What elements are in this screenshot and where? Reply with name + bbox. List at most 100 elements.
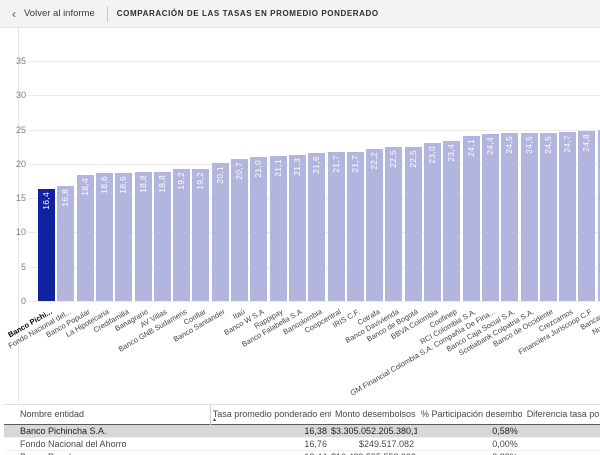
bar[interactable] bbox=[385, 146, 403, 301]
bar-value-label: 21,0 bbox=[253, 160, 264, 178]
table-header-row: Nombre entidad Tasa promedio ponderado e… bbox=[4, 405, 600, 425]
bar-value-label: 18,8 bbox=[137, 175, 148, 193]
bar-value-label: 19,2 bbox=[195, 172, 206, 191]
bar[interactable] bbox=[76, 174, 94, 301]
column-header-tasa-promedio[interactable]: Tasa promedio ponderado entidad bbox=[212, 409, 331, 419]
header-divider bbox=[106, 5, 108, 22]
bar[interactable] bbox=[211, 163, 229, 301]
bar[interactable] bbox=[308, 152, 326, 301]
bar-value-label: 18,6 bbox=[118, 176, 129, 195]
bar-value-label: 23,0 bbox=[427, 146, 437, 165]
y-axis-tick-label: 0 bbox=[20, 296, 26, 306]
cell-entity-name: Banco Popular bbox=[4, 451, 206, 455]
page-title: COMPARACIÓN DE LAS TASAS EN PROMEDIO PON… bbox=[116, 9, 379, 18]
bar-value-label: 20,1 bbox=[214, 166, 225, 184]
bar[interactable] bbox=[366, 148, 384, 301]
bar[interactable] bbox=[269, 156, 287, 301]
bar[interactable] bbox=[481, 133, 499, 301]
bar-value-label: 21,6 bbox=[311, 155, 322, 174]
cell-value: $3.305.052.205.380,14 bbox=[330, 426, 418, 436]
y-axis-tick-label: 15 bbox=[15, 193, 26, 204]
bar-value-label: 16,8 bbox=[60, 188, 71, 207]
bar-value-label: 24,4 bbox=[484, 136, 495, 155]
cell-value: $249.517.082 bbox=[358, 439, 415, 449]
bar-value-label: 23,4 bbox=[446, 143, 457, 162]
cell-entity-name: Fondo Nacional del Ahorro bbox=[20, 439, 127, 449]
bar[interactable] bbox=[231, 159, 248, 301]
bar[interactable] bbox=[288, 154, 306, 301]
panel-border bbox=[18, 28, 19, 402]
bar-value-label: 21,7 bbox=[330, 155, 341, 173]
table-body: Banco Pichincha S.A. 16,38 $3.305.052.205.… bbox=[4, 425, 600, 455]
bar[interactable] bbox=[578, 130, 596, 301]
cell-value: 16,38 bbox=[304, 426, 327, 436]
y-axis-tick-label: 25 bbox=[15, 124, 26, 135]
column-header-diferencia-tasa[interactable]: Diferencia tasa po bbox=[526, 409, 600, 419]
back-to-report-button[interactable]: ‹ Volver al informe bbox=[0, 8, 105, 20]
bar[interactable] bbox=[462, 135, 480, 301]
bar[interactable] bbox=[250, 157, 268, 301]
bar[interactable] bbox=[38, 188, 55, 301]
bar[interactable] bbox=[57, 185, 75, 301]
bar-value-label: 24,5 bbox=[542, 136, 553, 154]
y-axis-tick-label: 35 bbox=[15, 56, 26, 66]
bar[interactable] bbox=[173, 169, 191, 301]
bar-value-label: 22,5 bbox=[388, 149, 399, 168]
bar-value-label: 22,5 bbox=[407, 149, 418, 168]
table-row[interactable]: Banco Popular18,44$16.429.595.558.228,77… bbox=[4, 451, 600, 455]
bar[interactable] bbox=[597, 130, 600, 301]
bar[interactable] bbox=[559, 131, 577, 301]
cell-value bbox=[522, 438, 600, 450]
cell-value bbox=[522, 451, 600, 455]
cell-value: 18,44 bbox=[206, 451, 331, 455]
gridline bbox=[28, 301, 600, 302]
bar[interactable] bbox=[424, 143, 441, 301]
bar-value-label: 21,3 bbox=[291, 157, 302, 176]
gridline bbox=[28, 61, 600, 62]
bar-value-label: 24,1 bbox=[465, 138, 476, 157]
cell-value: 16,76 bbox=[304, 439, 327, 449]
table-row[interactable]: Banco Pichincha S.A. 16,38 $3.305.052.205.… bbox=[4, 425, 600, 438]
top-bar: ‹ Volver al informe COMPARACIÓN DE LAS T… bbox=[0, 0, 600, 28]
bar[interactable] bbox=[443, 140, 461, 301]
sort-ascending-icon[interactable]: ▲ bbox=[212, 417, 217, 423]
cell-value bbox=[522, 425, 600, 437]
chevron-left-icon: ‹ bbox=[12, 6, 16, 21]
bar[interactable] bbox=[346, 152, 364, 301]
cell-value: 2,88% bbox=[417, 451, 522, 455]
bar-value-label: 18,6 bbox=[98, 176, 109, 195]
gridline bbox=[28, 129, 600, 131]
column-header-monto-desembolsos[interactable]: Monto desembolsos bbox=[334, 409, 416, 419]
bar-value-label: 22,2 bbox=[369, 151, 380, 170]
bar[interactable] bbox=[134, 172, 152, 301]
bar-value-label: 18,8 bbox=[156, 175, 167, 193]
table-row[interactable]: Fondo Nacional del Ahorro 16,76 $249.517.0… bbox=[4, 438, 600, 451]
column-divider bbox=[210, 405, 211, 425]
bar[interactable] bbox=[153, 172, 171, 301]
bar-value-label: 19,2 bbox=[176, 172, 187, 191]
bar[interactable] bbox=[192, 169, 210, 301]
bar-value-label: 21,1 bbox=[272, 159, 283, 178]
y-axis-tick-label: 20 bbox=[15, 158, 26, 169]
cell-value: 0,00% bbox=[492, 439, 518, 449]
column-header-nombre-entidad[interactable]: Nombre entidad bbox=[20, 409, 85, 419]
bar[interactable] bbox=[327, 152, 345, 301]
bar[interactable] bbox=[115, 173, 133, 301]
bar-value-label: 24,7 bbox=[562, 134, 573, 153]
column-header-participacion[interactable]: % Participación desembolsos bbox=[421, 409, 522, 419]
bar[interactable] bbox=[520, 133, 538, 301]
y-axis-tick-label: 5 bbox=[20, 261, 26, 272]
bar[interactable] bbox=[95, 173, 113, 301]
y-axis-tick-label: 30 bbox=[15, 90, 26, 101]
y-axis-tick-label: 10 bbox=[15, 227, 26, 238]
bar-value-label: 24,5 bbox=[504, 136, 515, 154]
bar[interactable] bbox=[501, 133, 519, 301]
entity-rate-table: Nombre entidad Tasa promedio ponderado e… bbox=[4, 404, 600, 455]
gridline bbox=[28, 95, 600, 97]
cell-entity-name: Banco Pichincha S.A. bbox=[20, 426, 107, 436]
bar[interactable] bbox=[539, 133, 557, 301]
bar-value-label: 21,7 bbox=[349, 155, 360, 173]
cell-value: 0,58% bbox=[492, 426, 518, 436]
bar[interactable] bbox=[404, 146, 422, 301]
